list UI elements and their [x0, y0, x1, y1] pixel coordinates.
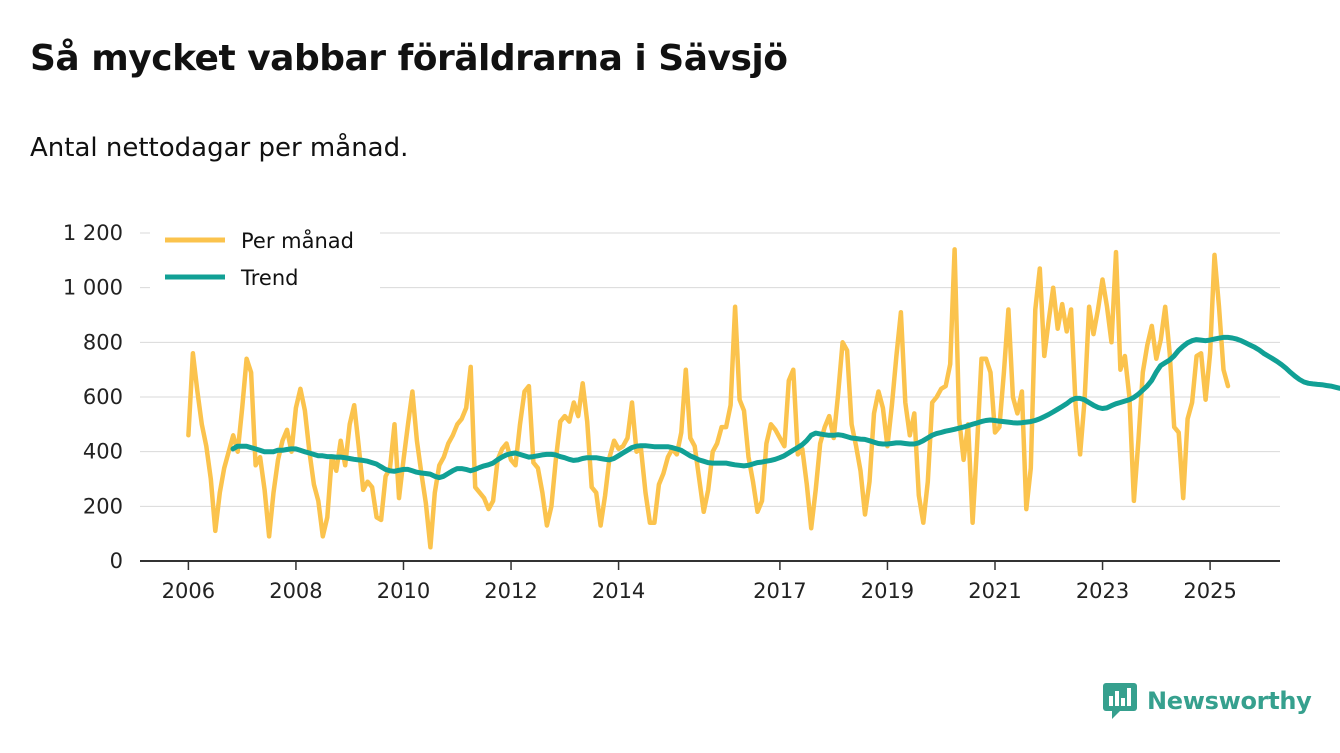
- axes: 0 200 400 600 800 1 000 1 200 2006 2008 2010 2012 2…: [63, 221, 1280, 603]
- x-tick-label: 2021: [968, 579, 1021, 603]
- series-lines: [186, 247, 1340, 550]
- brand-name: Newsworthy: [1147, 687, 1312, 715]
- y-tick-label: 800: [83, 330, 123, 354]
- chart-subtitle: Antal nettodagar per månad.: [30, 133, 409, 163]
- x-tick-label: 2023: [1076, 579, 1129, 603]
- legend-label-trend: Trend: [240, 266, 298, 290]
- x-tick-label: 2008: [269, 579, 322, 603]
- y-tick-label: 1 200: [63, 221, 123, 245]
- legend: Per månad Trend: [150, 228, 380, 290]
- y-tick-label: 200: [83, 494, 123, 518]
- x-tick-label: 2017: [753, 579, 806, 603]
- chart-title: Så mycket vabbar föräldrarna i Sävsjö: [30, 38, 788, 79]
- y-tick-label: 0: [110, 549, 123, 573]
- x-tick-label: 2014: [592, 579, 645, 603]
- y-tick-label: 600: [83, 385, 123, 409]
- newsworthy-icon: [1103, 683, 1137, 719]
- newsworthy-logo: Newsworthy: [1103, 683, 1312, 719]
- series-line-per-manad: [186, 247, 1231, 550]
- y-tick-label: 1 000: [63, 276, 123, 300]
- x-tick-label: 2019: [861, 579, 914, 603]
- series-line-trend: [230, 334, 1340, 481]
- x-tick-label: 2010: [377, 579, 430, 603]
- y-tick-label: 400: [83, 440, 123, 464]
- x-tick-label: 2012: [484, 579, 537, 603]
- legend-label-per-manad: Per månad: [241, 228, 354, 253]
- x-tick-label: 2025: [1183, 579, 1236, 603]
- line-chart: 0 200 400 600 800 1 000 1 200 2006 2008 2010 2012 2…: [63, 221, 1340, 603]
- x-tick-label: 2006: [162, 579, 215, 603]
